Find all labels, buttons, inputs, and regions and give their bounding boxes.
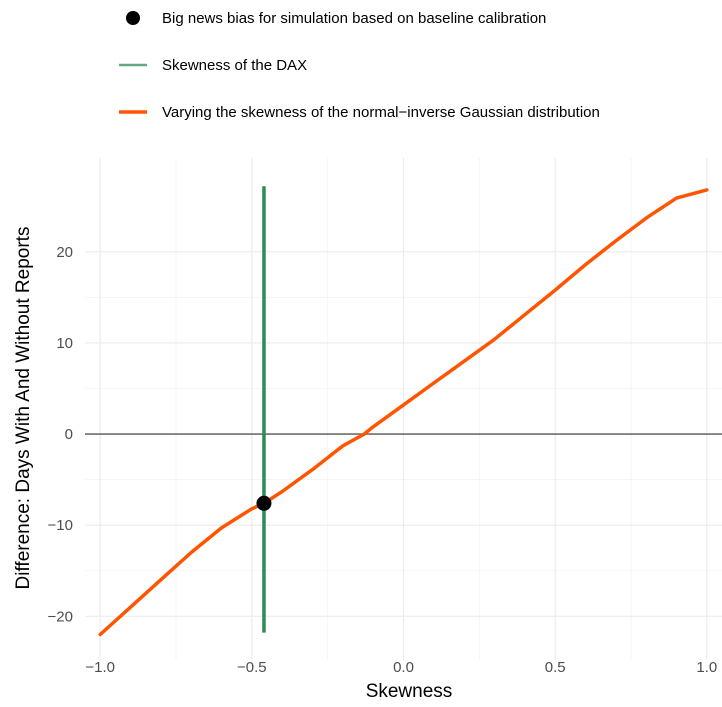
y-tick-label: −10 [48, 517, 73, 534]
x-tick-label: 0.5 [545, 659, 566, 676]
y-tick-labels: −20 −10 0 10 20 [48, 244, 73, 625]
point-layer [256, 495, 272, 511]
legend-label-point: Big news bias for simulation based on ba… [162, 10, 546, 27]
x-tick-label: −1.0 [85, 659, 115, 676]
y-axis-title: Difference: Days With And Without Report… [13, 227, 34, 590]
legend-label-vline: Skewness of the DAX [162, 57, 307, 74]
legend-point-marker [126, 11, 140, 25]
y-tick-label: −20 [48, 608, 73, 625]
baseline-point [256, 495, 272, 511]
legend: Big news bias for simulation based on ba… [119, 10, 600, 121]
x-tick-label: 0.0 [393, 659, 414, 676]
x-tick-label: −0.5 [237, 659, 267, 676]
x-tick-label: 1.0 [696, 659, 717, 676]
series-line-0 [98, 188, 709, 637]
x-axis-title: Skewness [366, 681, 453, 702]
legend-label-line: Varying the skewness of the normal−inver… [162, 104, 600, 121]
y-tick-label: 0 [65, 426, 73, 443]
series-layer [98, 188, 709, 637]
x-tick-labels: −1.0 −0.5 0.0 0.5 1.0 [85, 659, 717, 676]
y-tick-label: 10 [56, 335, 73, 352]
y-tick-label: 20 [56, 244, 73, 261]
